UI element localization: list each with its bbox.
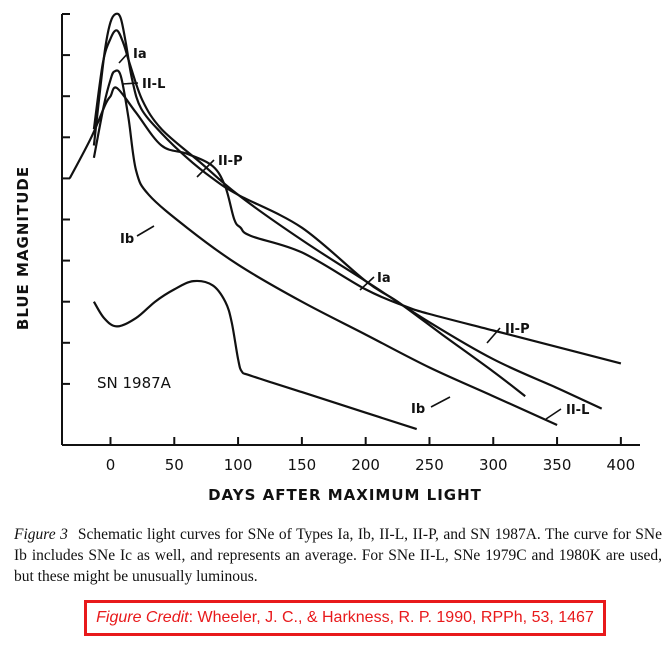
- figure-credit-box: Figure Credit: Wheeler, J. C., & Harknes…: [84, 600, 606, 636]
- credit-label: Figure Credit: [96, 609, 189, 626]
- series-label-ii-l: II-L: [142, 77, 165, 92]
- series-label-ii-p: II-P: [218, 154, 243, 169]
- x-tick-label: 50: [165, 456, 184, 474]
- curves: [68, 12, 622, 431]
- leader-ib: [136, 225, 155, 237]
- series-label-ia: Ia: [133, 47, 147, 62]
- x-axis-label: DAYS AFTER MAXIMUM LIGHT: [208, 486, 482, 504]
- leader-ii-l: [121, 82, 139, 85]
- y-ticks: [62, 13, 70, 385]
- series-label-ib: Ib: [120, 232, 134, 247]
- curve-ii-p: [68, 86, 622, 365]
- leader-ii-p: [196, 159, 215, 178]
- curve-sn-1987a: [92, 279, 418, 431]
- series-label-ii-l: II-L: [566, 403, 589, 418]
- series-label-ii-p: II-P: [505, 322, 530, 337]
- caption-text: Schematic light curves for SNe of Types …: [14, 526, 662, 585]
- curve-ib: [92, 69, 558, 427]
- x-tick-label: 100: [224, 456, 253, 474]
- series-label-ib: Ib: [411, 402, 425, 417]
- x-tick-label: 150: [288, 456, 317, 474]
- leader-ii-l: [545, 408, 562, 420]
- leader-ia: [118, 52, 129, 64]
- sn1987a-annotation: SN 1987A: [97, 374, 172, 392]
- leader-ia: [359, 276, 375, 291]
- curve-ii-l: [92, 29, 603, 410]
- y-axis-label: BLUE MAGNITUDE: [14, 166, 32, 330]
- series-label-ia: Ia: [377, 271, 391, 286]
- light-curve-chart: 0 50 100 150 200 250 300 350 400 Ia Ia II-L II-L II-…: [14, 12, 640, 504]
- leader-ib: [430, 396, 451, 408]
- x-ticks: 0 50 100 150 200 250 300 350 400: [106, 437, 635, 474]
- x-tick-label: 0: [106, 456, 116, 474]
- leader-ii-p: [486, 327, 501, 344]
- figure-caption: Figure 3 Schematic light curves for SNe o…: [14, 524, 662, 587]
- figure-number: Figure 3: [14, 526, 68, 543]
- series-labels: Ia Ia II-L II-L II-P II-P Ib Ib: [118, 47, 589, 420]
- x-tick-label: 200: [351, 456, 380, 474]
- x-tick-label: 300: [479, 456, 508, 474]
- x-tick-label: 350: [543, 456, 572, 474]
- x-tick-label: 250: [415, 456, 444, 474]
- plot-frame: [61, 14, 640, 446]
- credit-text: : Wheeler, J. C., & Harkness, R. P. 1990…: [188, 609, 594, 626]
- x-tick-label: 400: [607, 456, 636, 474]
